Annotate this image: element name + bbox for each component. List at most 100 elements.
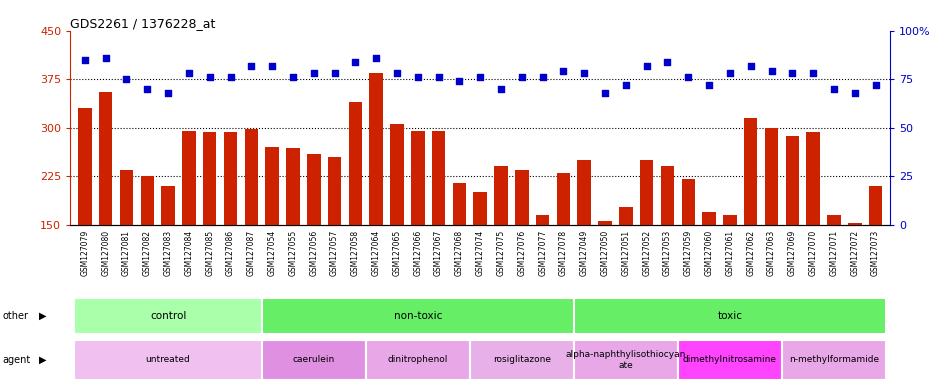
Text: GSM127080: GSM127080 — [101, 230, 110, 276]
Text: GSM127073: GSM127073 — [870, 230, 879, 276]
Bar — [74, 298, 261, 334]
Text: GSM127053: GSM127053 — [663, 230, 671, 276]
Text: GSM127061: GSM127061 — [724, 230, 734, 276]
Point — [701, 82, 716, 88]
Point — [243, 63, 258, 69]
Text: GSM127071: GSM127071 — [828, 230, 838, 276]
Text: dinitrophenol: dinitrophenol — [388, 356, 447, 364]
Bar — [307, 154, 320, 322]
Bar — [411, 131, 424, 322]
Bar — [365, 340, 469, 380]
Bar — [261, 298, 573, 334]
Text: toxic: toxic — [717, 311, 741, 321]
Text: GSM127052: GSM127052 — [641, 230, 651, 276]
Text: GSM127051: GSM127051 — [621, 230, 630, 276]
Bar — [573, 340, 677, 380]
Bar — [573, 298, 885, 334]
Bar — [702, 212, 715, 322]
Bar — [847, 223, 860, 322]
Bar — [556, 173, 570, 322]
Text: n-methylformamide: n-methylformamide — [788, 356, 878, 364]
Point — [826, 86, 841, 92]
Text: GSM127082: GSM127082 — [142, 230, 152, 276]
Text: GSM127067: GSM127067 — [433, 230, 443, 276]
Text: GSM127079: GSM127079 — [80, 230, 89, 276]
Text: GSM127077: GSM127077 — [537, 230, 547, 276]
Text: ▶: ▶ — [39, 311, 47, 321]
Point — [659, 59, 674, 65]
Text: GSM127058: GSM127058 — [350, 230, 359, 276]
Bar — [203, 132, 216, 322]
Bar — [261, 340, 365, 380]
Bar — [660, 167, 674, 322]
Bar — [140, 176, 154, 322]
Text: dimethylnitrosamine: dimethylnitrosamine — [682, 356, 776, 364]
Text: GSM127066: GSM127066 — [413, 230, 422, 276]
Text: untreated: untreated — [145, 356, 190, 364]
Point — [805, 70, 820, 76]
Text: GSM127049: GSM127049 — [579, 230, 588, 276]
Point — [742, 63, 757, 69]
Bar — [431, 131, 445, 322]
Bar — [265, 147, 279, 322]
Bar — [493, 167, 507, 322]
Text: GSM127056: GSM127056 — [309, 230, 318, 276]
Bar — [577, 160, 591, 322]
Text: alpha-naphthylisothiocyan
ate: alpha-naphthylisothiocyan ate — [565, 350, 685, 370]
Bar — [369, 73, 383, 322]
Text: GSM127086: GSM127086 — [226, 230, 235, 276]
Bar — [161, 186, 175, 322]
Text: rosiglitazone: rosiglitazone — [492, 356, 550, 364]
Bar — [99, 92, 112, 322]
Point — [597, 90, 612, 96]
Bar — [120, 170, 133, 322]
Point — [680, 74, 695, 80]
Bar — [469, 340, 573, 380]
Point — [119, 76, 134, 82]
Bar — [784, 136, 798, 322]
Bar — [743, 118, 756, 322]
Bar — [328, 157, 341, 322]
Bar — [680, 179, 695, 322]
Point — [763, 68, 778, 74]
Point — [389, 70, 404, 76]
Bar — [473, 192, 487, 322]
Bar — [806, 132, 819, 322]
Bar — [244, 129, 257, 322]
Text: GSM127062: GSM127062 — [745, 230, 754, 276]
Bar — [182, 131, 196, 322]
Bar — [677, 340, 782, 380]
Point — [618, 82, 633, 88]
Point — [784, 70, 799, 76]
Text: GSM127055: GSM127055 — [288, 230, 297, 276]
Text: GSM127076: GSM127076 — [517, 230, 526, 276]
Point — [431, 74, 446, 80]
Point — [160, 90, 175, 96]
Text: GSM127050: GSM127050 — [600, 230, 609, 276]
Text: agent: agent — [3, 355, 31, 365]
Text: other: other — [3, 311, 29, 321]
Point — [264, 63, 279, 69]
Text: GSM127069: GSM127069 — [787, 230, 796, 276]
Text: GSM127060: GSM127060 — [704, 230, 713, 276]
Text: GSM127074: GSM127074 — [475, 230, 484, 276]
Text: GSM127068: GSM127068 — [454, 230, 463, 276]
Point — [867, 82, 882, 88]
Bar — [515, 170, 528, 322]
Bar — [74, 340, 261, 380]
Point — [514, 74, 529, 80]
Bar — [868, 186, 882, 322]
Text: GSM127057: GSM127057 — [329, 230, 339, 276]
Point — [722, 70, 737, 76]
Text: GSM127070: GSM127070 — [808, 230, 817, 276]
Point — [534, 74, 549, 80]
Bar — [285, 148, 300, 322]
Text: ▶: ▶ — [39, 355, 47, 365]
Point — [347, 59, 362, 65]
Text: GSM127072: GSM127072 — [849, 230, 858, 276]
Text: GSM127064: GSM127064 — [372, 230, 380, 276]
Text: GSM127087: GSM127087 — [246, 230, 256, 276]
Text: control: control — [150, 311, 186, 321]
Bar — [826, 215, 840, 322]
Point — [555, 68, 570, 74]
